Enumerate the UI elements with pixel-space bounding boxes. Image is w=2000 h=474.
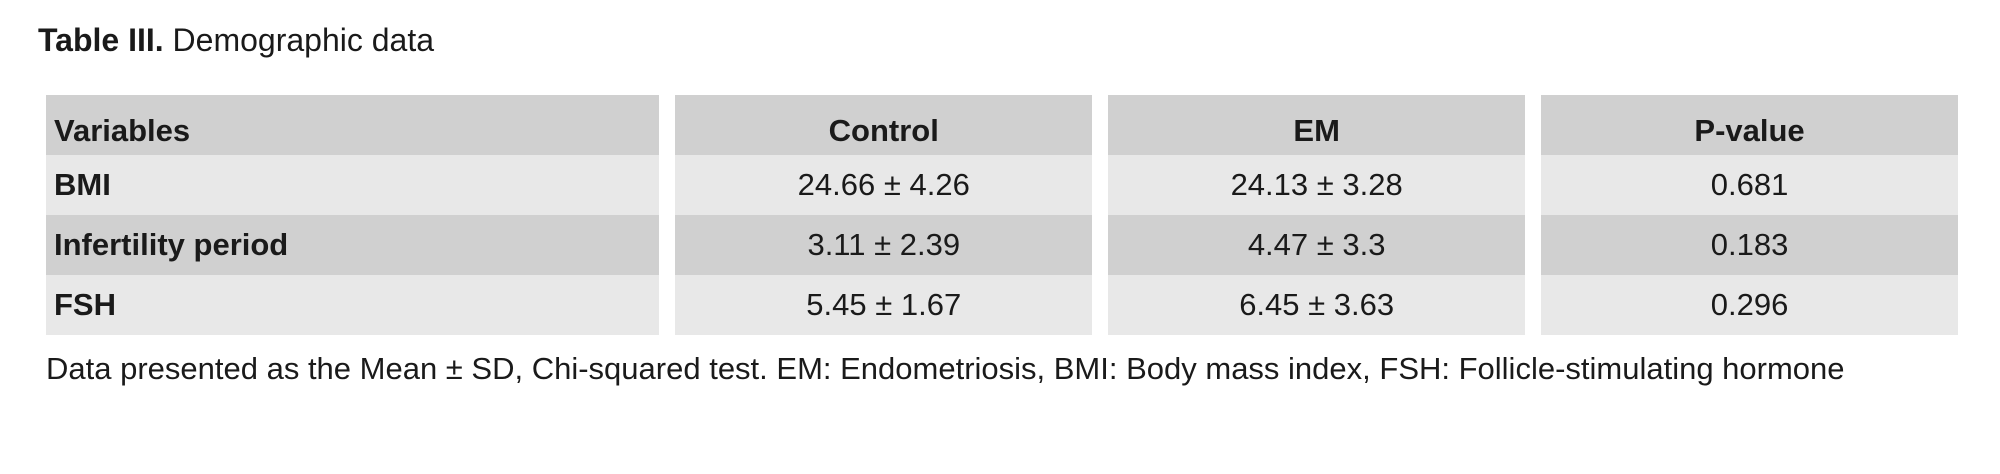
table-title-label: Table III. xyxy=(38,22,164,58)
row-p-value: 0.681 xyxy=(1541,155,1958,215)
row-em-value: 6.45 ± 3.63 xyxy=(1108,275,1526,335)
demographic-table-container: Variables Control EM P-value BMI 24.66 ±… xyxy=(46,95,1958,335)
header-em: EM xyxy=(1108,95,1526,155)
table-title-text: Demographic data xyxy=(172,22,435,58)
row-control-value: 3.11 ± 2.39 xyxy=(675,215,1093,275)
demographic-table: Variables Control EM P-value BMI 24.66 ±… xyxy=(30,95,1974,335)
row-variable: FSH xyxy=(46,275,660,335)
row-variable: Infertility period xyxy=(46,215,660,275)
table-row: Infertility period 3.11 ± 2.39 4.47 ± 3.… xyxy=(46,215,1958,275)
row-p-value: 0.296 xyxy=(1541,275,1958,335)
row-em-value: 24.13 ± 3.28 xyxy=(1108,155,1526,215)
row-control-value: 5.45 ± 1.67 xyxy=(675,275,1093,335)
row-control-value: 24.66 ± 4.26 xyxy=(675,155,1093,215)
header-variables: Variables xyxy=(46,95,660,155)
table-row: BMI 24.66 ± 4.26 24.13 ± 3.28 0.681 xyxy=(46,155,1958,215)
table-footnote: Data presented as the Mean ± SD, Chi-squ… xyxy=(46,351,1845,386)
table-row: FSH 5.45 ± 1.67 6.45 ± 3.63 0.296 xyxy=(46,275,1958,335)
row-em-value: 4.47 ± 3.3 xyxy=(1108,215,1526,275)
table-title: Table III. Demographic data xyxy=(38,18,434,62)
header-control: Control xyxy=(675,95,1093,155)
row-variable: BMI xyxy=(46,155,660,215)
table-header-row: Variables Control EM P-value xyxy=(46,95,1958,155)
header-p-value: P-value xyxy=(1541,95,1958,155)
row-p-value: 0.183 xyxy=(1541,215,1958,275)
